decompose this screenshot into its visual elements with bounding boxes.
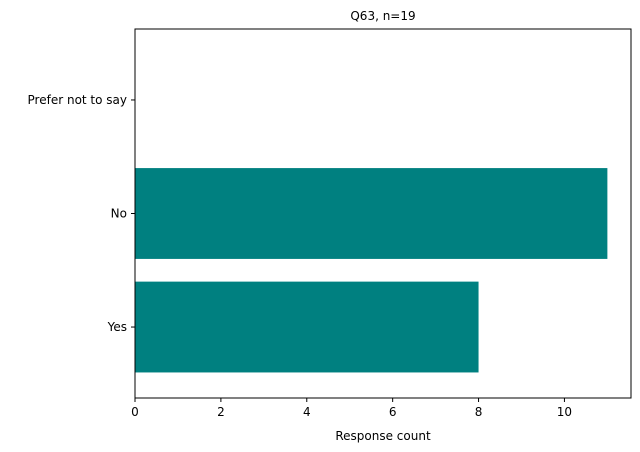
x-tick-label: 0	[131, 405, 139, 419]
x-axis-label: Response count	[335, 429, 431, 443]
chart-title: Q63, n=19	[350, 9, 415, 23]
x-tick-label: 10	[557, 405, 572, 419]
x-tick-label: 6	[389, 405, 397, 419]
bars-group	[135, 168, 608, 373]
bar-yes	[135, 281, 479, 373]
x-tick-label: 8	[475, 405, 483, 419]
x-axis-ticks: 0 2 4 6 8 10	[131, 398, 572, 419]
y-tick-label: Yes	[107, 320, 127, 334]
y-tick-label: Prefer not to say	[28, 93, 127, 107]
y-tick-label: No	[111, 207, 127, 221]
x-tick-label: 2	[217, 405, 225, 419]
x-tick-label: 4	[303, 405, 311, 419]
y-axis-ticks: Yes No Prefer not to say	[28, 93, 135, 334]
bar-no	[135, 168, 608, 259]
plot-area-frame	[134, 28, 632, 399]
